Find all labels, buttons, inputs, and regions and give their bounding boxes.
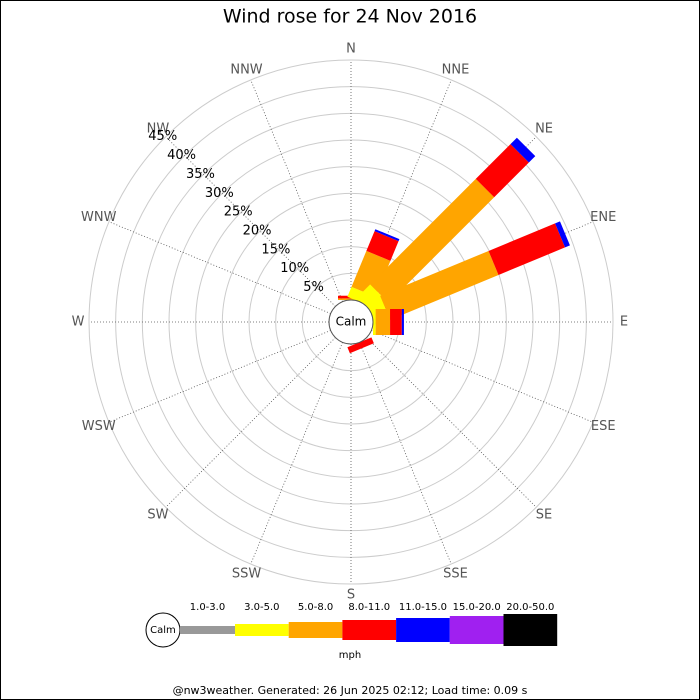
bar-segment [372,309,376,335]
direction-label: SSE [443,567,468,582]
direction-label: S [347,588,355,603]
calm-circle [328,299,374,345]
bar-segment [390,309,402,335]
legend-swatch [503,614,558,646]
direction-label: E [620,315,628,330]
direction-label: SW [147,508,168,523]
direction-label: NNW [230,62,262,77]
legend-label: 20.0-50.0 [506,602,554,613]
direction-label: NNE [442,62,470,77]
legend-swatch [449,616,504,644]
legend-label: 11.0-15.0 [399,602,447,613]
direction-label: NW [147,121,170,136]
legend-label: 15.0-20.0 [453,602,501,613]
direction-label: SE [536,508,552,523]
legend-swatch [342,620,397,640]
bar-segment [401,309,404,335]
bar-segment [370,178,495,303]
direction-label: WNW [81,210,117,225]
bar-segment [375,309,391,335]
bar-segment [555,221,570,248]
grid-ring [195,166,507,478]
r-tick-label: 25% [224,205,253,220]
direction-label: N [346,42,356,57]
legend-swatch [235,624,289,636]
spoke [108,330,331,423]
legend-label: 5.0-8.0 [298,602,333,613]
grid-ring [248,219,454,425]
r-tick-label: 40% [167,148,196,163]
legend-swatch [288,622,343,638]
direction-label: ENE [590,210,616,225]
legend-label: 8.0-11.0 [348,602,390,613]
r-tick-label: 15% [261,242,290,257]
r-tick-label: 45% [148,129,177,144]
direction-label: WSW [82,419,116,434]
bar-segment [380,250,499,320]
spoke [359,342,452,565]
direction-label: W [72,315,85,330]
spoke [165,337,336,508]
r-tick-label: 20% [243,224,272,239]
bar-segment [475,144,529,198]
legend-swatch [396,618,450,642]
spoke [250,79,343,302]
bar-segment [488,223,566,275]
direction-label: NE [535,121,553,136]
bar-segment [351,250,391,297]
spoke [108,221,331,314]
bar-segment [347,337,374,354]
direction-label: ESE [591,419,616,434]
spoke [165,136,336,307]
legend-label: 1.0-3.0 [190,602,225,613]
unit-label: mph [339,650,361,661]
r-tick-label: 10% [280,261,309,276]
r-tick-label: 35% [186,167,215,182]
calm-label: Calm [336,315,367,329]
bar-segment [510,137,536,163]
legend-swatch [180,626,235,634]
r-tick-label: 5% [303,280,324,295]
footer: @nw3weather. Generated: 26 Jun 2025 02:1… [173,684,528,697]
spoke [366,337,537,508]
chart-title: Wind rose for 24 Nov 2016 [223,6,477,28]
bar-segment [374,229,400,242]
direction-label: SSW [232,567,262,582]
bar-segment [366,231,399,261]
spoke [250,342,343,565]
grid-ring [221,192,481,452]
spoke [371,330,594,423]
legend-calm-label: Calm [150,625,176,636]
r-tick-label: 30% [205,186,234,201]
grid-ring [88,59,614,585]
legend-label: 3.0-5.0 [244,602,279,613]
grid-ring [275,246,427,398]
bar-segment [338,298,364,300]
